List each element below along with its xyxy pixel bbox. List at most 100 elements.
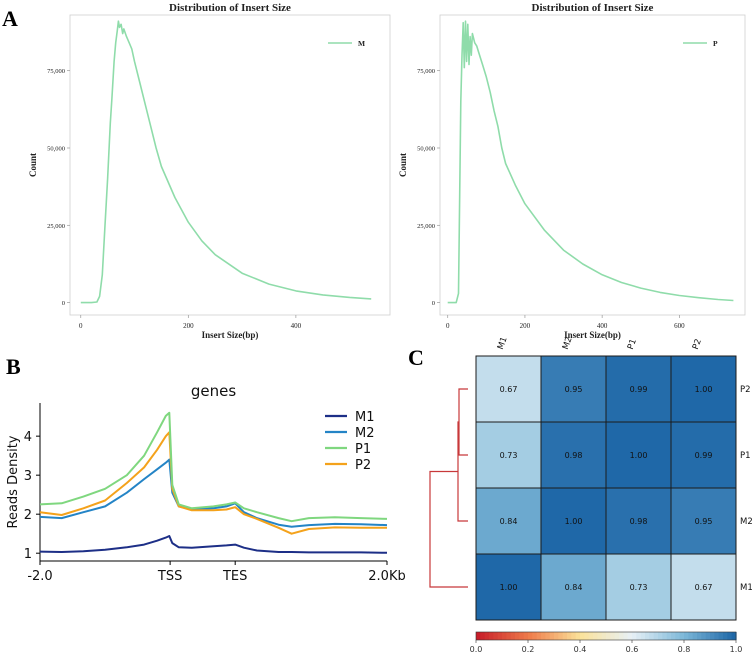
- y-axis-label: Reads Density: [6, 435, 21, 528]
- colorbar-segment: [502, 632, 507, 640]
- colorbar-tick-label: 0.4: [574, 645, 587, 654]
- colorbar-segment: [484, 632, 490, 640]
- heatmap-value-label: 0.84: [565, 583, 583, 592]
- x-tick-label: 200: [183, 322, 194, 330]
- heatmap-value-label: 0.98: [630, 517, 648, 526]
- heatmap-cell: [540, 355, 607, 423]
- series-line-m1: [39, 535, 388, 554]
- colorbar-segment: [714, 632, 720, 640]
- colorbar-segment: [541, 632, 546, 640]
- heatmap-value-label: 0.99: [630, 385, 648, 394]
- legend-label-m2: M2: [355, 426, 375, 441]
- plot-frame: [439, 14, 746, 316]
- y-tick-label: 50,000: [47, 145, 65, 152]
- colorbar-tick-label: 0.6: [626, 645, 639, 654]
- heatmap-value-label: 1.00: [500, 583, 518, 592]
- colorbar-segment: [727, 632, 733, 640]
- colorbar-segment: [623, 632, 629, 640]
- colorbar-segment: [632, 632, 637, 640]
- colorbar-segment: [731, 632, 737, 640]
- chart-title: Distribution of Insert Size: [532, 2, 654, 14]
- panel-label-a: A: [2, 6, 18, 31]
- row-label: M2: [740, 517, 753, 527]
- colorbar-segment: [705, 632, 711, 640]
- colorbar-tick-label: 0.8: [678, 645, 691, 654]
- colorbar-segment: [636, 632, 642, 640]
- colorbar-tick-label: 0.2: [522, 645, 535, 654]
- colorbar-segment: [480, 632, 486, 640]
- colorbar-segment: [493, 632, 499, 640]
- colorbar-segment: [515, 632, 520, 640]
- heatmap-value-label: 1.00: [695, 385, 713, 394]
- reads-density-chart: genes 1 2 3 4 -2.0 TSS TES 2.0Kb Reads Density M1M…: [6, 382, 406, 584]
- panel-label-c: C: [408, 345, 424, 370]
- insert-size-chart-m: Distribution of Insert Size 0 200 400 0 25,00…: [28, 2, 391, 340]
- colorbar-segment: [476, 632, 481, 640]
- colorbar-segment: [658, 632, 663, 640]
- colorbar-segment: [489, 632, 494, 640]
- colorbar-segment: [601, 632, 607, 640]
- colorbar-segment: [666, 632, 672, 640]
- colorbar-tick-label: 0.0: [470, 645, 483, 654]
- heatmap-cell: [605, 421, 672, 489]
- colorbar-frame: [475, 631, 737, 641]
- colorbar-segment: [597, 632, 603, 640]
- heatmap-cell: [605, 355, 672, 423]
- panel-label-b: B: [6, 354, 21, 379]
- heatmap-value-label: 0.73: [500, 451, 518, 460]
- colorbar-segment: [532, 632, 538, 640]
- x-tick-label: 400: [597, 322, 608, 330]
- x-tick-label: TSS: [157, 569, 182, 584]
- y-axis-label: Count: [398, 153, 408, 177]
- colorbar-segment: [506, 632, 512, 640]
- legend-label-m1: M1: [355, 410, 375, 425]
- x-tick-label: 2.0Kb: [368, 569, 405, 584]
- y-tick-label: 25,000: [417, 223, 435, 230]
- x-axis-label: Insert Size(bp): [202, 330, 259, 340]
- heatmap-cell: [475, 421, 542, 489]
- colorbar-segment: [671, 632, 676, 640]
- colorbar-segment: [593, 632, 598, 640]
- x-tick-label: 0: [446, 322, 450, 330]
- insert-size-line: [447, 20, 734, 304]
- colorbar-segment: [645, 632, 650, 640]
- y-tick-label: 0: [432, 300, 435, 307]
- y-tick-label: 3: [24, 469, 32, 484]
- heatmap-value-label: 0.73: [630, 583, 648, 592]
- colorbar-segment: [697, 632, 702, 640]
- row-label: P1: [740, 451, 751, 461]
- colorbar-segment: [679, 632, 685, 640]
- x-axis-label: Insert Size(bp): [564, 330, 621, 340]
- y-tick-label: 2: [24, 508, 32, 523]
- plot-frame: [69, 14, 391, 316]
- legend-label: M: [358, 39, 365, 48]
- heatmap-cell: [670, 355, 737, 423]
- chart-title: Distribution of Insert Size: [169, 2, 291, 14]
- heatmap-cell: [475, 553, 542, 621]
- heatmap-value-label: 1.00: [630, 451, 648, 460]
- y-tick-label: 1: [24, 547, 32, 562]
- y-tick-label: 75,000: [47, 68, 65, 75]
- insert-size-chart-p: Distribution of Insert Size 0 200 400 600 0 25…: [398, 2, 746, 340]
- x-tick-label: 400: [291, 322, 302, 330]
- heatmap-value-label: 0.95: [695, 517, 713, 526]
- colorbar-segment: [567, 632, 572, 640]
- column-label: P2: [691, 338, 704, 351]
- y-tick-label: 50,000: [417, 145, 435, 152]
- colorbar-segment: [575, 632, 581, 640]
- colorbar-segment: [619, 632, 624, 640]
- colorbar-segment: [640, 632, 646, 640]
- y-tick-label: 25,000: [47, 223, 65, 230]
- colorbar-segment: [519, 632, 525, 640]
- heatmap-cell: [540, 421, 607, 489]
- colorbar-tick-label: 1.0: [730, 645, 743, 654]
- chart-title: genes: [191, 382, 236, 400]
- colorbar-segment: [528, 632, 533, 640]
- x-tick-label: TES: [222, 569, 247, 584]
- colorbar-segment: [610, 632, 616, 640]
- column-label: M2: [561, 336, 575, 351]
- colorbar-segment: [701, 632, 707, 640]
- column-label: P1: [626, 338, 639, 351]
- colorbar-segment: [688, 632, 694, 640]
